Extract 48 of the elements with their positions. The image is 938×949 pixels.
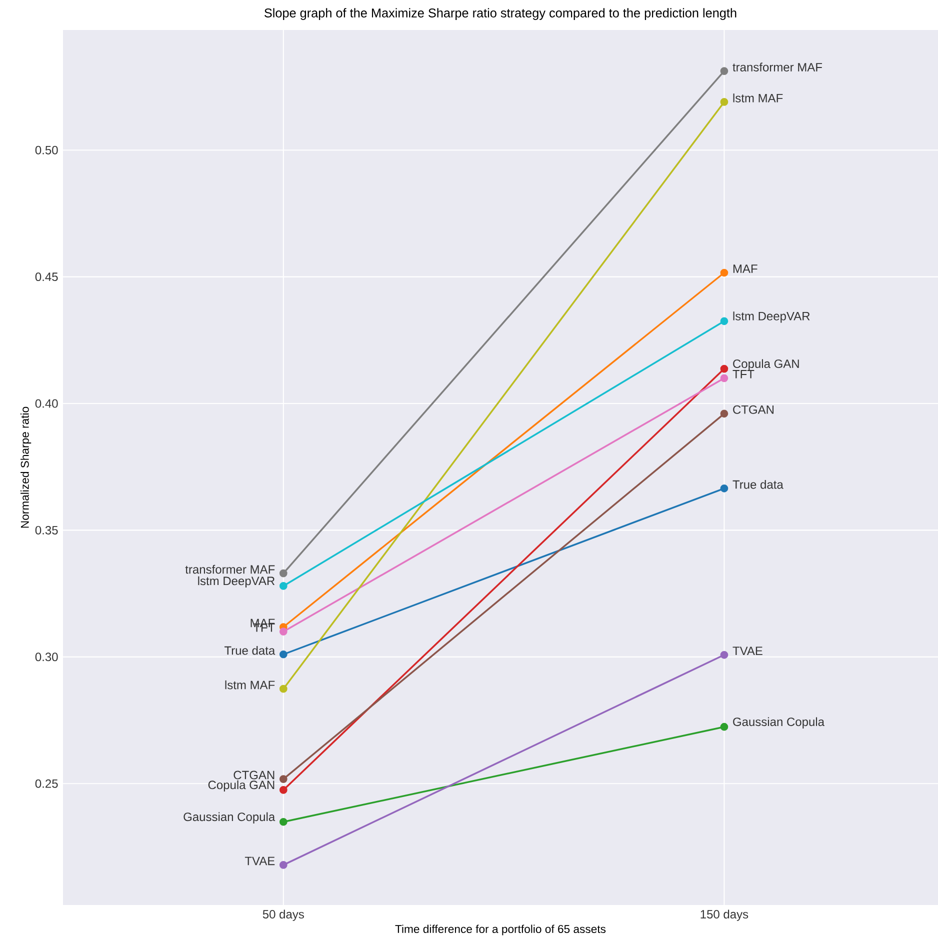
series-label: TFT [732, 370, 754, 378]
point [720, 364, 728, 373]
series-label: Gaussian Copula [184, 812, 276, 824]
series-label: lstm MAF [225, 680, 275, 690]
series-label: CTGAN [733, 405, 774, 414]
point [720, 722, 728, 731]
y-tick-label: 0.40 [35, 399, 58, 408]
text: CTGAN [234, 770, 274, 780]
y-axis-title: Normalized Sharpe ratio [20, 406, 32, 528]
text: lstm MAF [733, 94, 783, 102]
point [720, 268, 728, 277]
point [279, 684, 288, 693]
text: MAF [733, 264, 758, 273]
series-label: lstm DeepVAR [198, 576, 275, 588]
y-tick-label: 0.45 [35, 272, 58, 282]
point [279, 582, 288, 590]
point [279, 775, 288, 783]
x-axis-title: Time difference for a portfolio of 65 assets [395, 924, 606, 936]
point [279, 569, 288, 578]
text: True data [732, 480, 784, 489]
point [720, 650, 728, 659]
series-label: TVAE [732, 646, 762, 656]
y-tick-label: 0.35 [35, 526, 58, 534]
text: Gaussian Copula [733, 717, 824, 728]
text: transformer MAF [185, 564, 275, 574]
series-label: transformer MAF [732, 62, 822, 72]
point [279, 861, 288, 869]
y-tick-label: 0.50 [35, 146, 58, 154]
chart-title: Slope graph of the Maximize Sharpe ratio strategy compared to the prediction length [264, 8, 736, 20]
text: TVAE [244, 856, 275, 866]
point [279, 650, 288, 658]
series-label: True data [224, 646, 276, 655]
x-tick-label: 50 days [262, 910, 304, 921]
point [720, 317, 728, 326]
y-tick-label: 0.25 [35, 779, 58, 788]
point [720, 67, 728, 75]
x-tick-label: 150 days [700, 910, 748, 921]
point [720, 410, 728, 418]
point [279, 818, 288, 826]
text: lstm DeepVAR [733, 312, 810, 323]
text: Copula GAN [208, 780, 274, 792]
point [279, 628, 288, 636]
point [720, 374, 728, 382]
point [279, 786, 288, 794]
point [720, 98, 728, 106]
y-tick-label: 0.30 [35, 652, 58, 662]
point [720, 484, 728, 492]
series-label: Copula GAN [733, 359, 799, 370]
